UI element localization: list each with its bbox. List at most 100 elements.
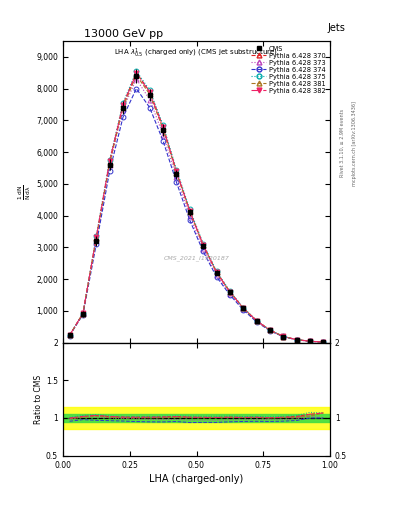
Pythia 6.428 373 — [241, 306, 246, 312]
Line: Pythia 6.428 381: Pythia 6.428 381 — [67, 73, 326, 345]
Pythia 6.428 370 — [187, 208, 192, 214]
Pythia 6.428 374 — [201, 248, 206, 254]
Pythia 6.428 381 — [81, 311, 85, 317]
Pythia 6.428 370 — [161, 123, 165, 130]
Pythia 6.428 374 — [161, 138, 165, 144]
Pythia 6.428 373 — [134, 76, 139, 82]
Pythia 6.428 375 — [268, 327, 272, 333]
Pythia 6.428 375 — [81, 310, 85, 316]
Pythia 6.428 370 — [81, 310, 85, 316]
Pythia 6.428 382 — [161, 124, 165, 131]
Pythia 6.428 373 — [201, 246, 206, 252]
Pythia 6.428 375 — [174, 166, 179, 173]
Pythia 6.428 374 — [308, 338, 312, 345]
Pythia 6.428 373 — [308, 338, 312, 345]
Text: LHA $\lambda^{1}_{0.5}$ (charged only) (CMS jet substructure): LHA $\lambda^{1}_{0.5}$ (charged only) (… — [114, 47, 279, 60]
Pythia 6.428 373 — [81, 310, 85, 316]
Pythia 6.428 370 — [174, 168, 179, 174]
Pythia 6.428 370 — [241, 305, 246, 311]
Pythia 6.428 370 — [281, 333, 286, 339]
Pythia 6.428 382 — [121, 102, 125, 108]
Pythia 6.428 381 — [161, 126, 165, 132]
Pythia 6.428 382 — [214, 269, 219, 275]
Pythia 6.428 382 — [281, 333, 286, 339]
Y-axis label: $\mathregular{\frac{1}{N}\frac{dN}{d\lambda}}$: $\mathregular{\frac{1}{N}\frac{dN}{d\lam… — [17, 184, 33, 200]
Pythia 6.428 381 — [294, 336, 299, 343]
Pythia 6.428 381 — [187, 209, 192, 215]
Pythia 6.428 381 — [121, 104, 125, 110]
Pythia 6.428 382 — [94, 234, 99, 241]
Pythia 6.428 374 — [67, 332, 72, 338]
Pythia 6.428 375 — [214, 268, 219, 274]
Pythia 6.428 375 — [294, 336, 299, 343]
Pythia 6.428 374 — [214, 274, 219, 280]
Pythia 6.428 374 — [281, 334, 286, 340]
Line: Pythia 6.428 375: Pythia 6.428 375 — [67, 69, 326, 345]
Pythia 6.428 374 — [241, 307, 246, 313]
Pythia 6.428 382 — [81, 310, 85, 316]
Pythia 6.428 373 — [67, 332, 72, 338]
Pythia 6.428 381 — [308, 338, 312, 345]
Pythia 6.428 374 — [121, 114, 125, 120]
Pythia 6.428 370 — [268, 327, 272, 333]
Pythia 6.428 382 — [201, 242, 206, 248]
Pythia 6.428 382 — [294, 336, 299, 343]
Pythia 6.428 382 — [308, 338, 312, 344]
Pythia 6.428 373 — [254, 318, 259, 325]
Text: CMS_2021_I1920187: CMS_2021_I1920187 — [163, 255, 230, 261]
Pythia 6.428 382 — [268, 327, 272, 333]
Pythia 6.428 373 — [281, 334, 286, 340]
Pythia 6.428 375 — [134, 68, 139, 74]
Pythia 6.428 382 — [174, 168, 179, 175]
Pythia 6.428 374 — [134, 86, 139, 92]
Y-axis label: Ratio to CMS: Ratio to CMS — [34, 375, 43, 424]
Pythia 6.428 370 — [294, 336, 299, 343]
Pythia 6.428 375 — [254, 317, 259, 324]
Pythia 6.428 373 — [147, 97, 152, 103]
Pythia 6.428 381 — [107, 160, 112, 166]
Text: 13000 GeV pp: 13000 GeV pp — [84, 29, 163, 39]
Pythia 6.428 374 — [321, 339, 326, 345]
Pythia 6.428 382 — [321, 339, 326, 345]
Pythia 6.428 375 — [228, 288, 232, 294]
Pythia 6.428 373 — [107, 162, 112, 168]
Pythia 6.428 381 — [321, 339, 326, 345]
Pythia 6.428 381 — [268, 327, 272, 333]
Pythia 6.428 381 — [94, 236, 99, 242]
Legend: CMS, Pythia 6.428 370, Pythia 6.428 373, Pythia 6.428 374, Pythia 6.428 375, Pyt: CMS, Pythia 6.428 370, Pythia 6.428 373,… — [250, 45, 327, 95]
Pythia 6.428 381 — [241, 305, 246, 311]
Pythia 6.428 370 — [214, 269, 219, 275]
X-axis label: LHA (charged-only): LHA (charged-only) — [149, 474, 244, 484]
Pythia 6.428 375 — [94, 233, 99, 239]
Pythia 6.428 375 — [187, 206, 192, 212]
Pythia 6.428 370 — [121, 101, 125, 108]
Line: Pythia 6.428 370: Pythia 6.428 370 — [67, 70, 326, 345]
Pythia 6.428 373 — [214, 272, 219, 278]
Pythia 6.428 370 — [228, 289, 232, 295]
Pythia 6.428 370 — [147, 89, 152, 95]
Pythia 6.428 373 — [161, 132, 165, 138]
Pythia 6.428 381 — [214, 269, 219, 275]
Pythia 6.428 382 — [241, 305, 246, 311]
Pythia 6.428 374 — [147, 104, 152, 111]
Pythia 6.428 375 — [321, 339, 326, 345]
Pythia 6.428 382 — [254, 318, 259, 324]
Pythia 6.428 374 — [81, 312, 85, 318]
Pythia 6.428 375 — [121, 100, 125, 106]
Pythia 6.428 382 — [147, 89, 152, 95]
Pythia 6.428 374 — [107, 168, 112, 174]
Pythia 6.428 374 — [254, 319, 259, 325]
Pythia 6.428 375 — [161, 122, 165, 128]
Text: mcplots.cern.ch [arXiv:1306.3436]: mcplots.cern.ch [arXiv:1306.3436] — [352, 101, 357, 186]
Pythia 6.428 375 — [67, 332, 72, 338]
Pythia 6.428 370 — [94, 234, 99, 241]
Pythia 6.428 381 — [67, 332, 72, 338]
Pythia 6.428 382 — [67, 332, 72, 338]
Pythia 6.428 370 — [308, 338, 312, 344]
Pythia 6.428 381 — [228, 289, 232, 295]
Pythia 6.428 374 — [228, 292, 232, 298]
Pythia 6.428 375 — [281, 333, 286, 339]
Line: Pythia 6.428 382: Pythia 6.428 382 — [67, 71, 326, 345]
Pythia 6.428 373 — [321, 339, 326, 345]
Pythia 6.428 374 — [268, 328, 272, 334]
